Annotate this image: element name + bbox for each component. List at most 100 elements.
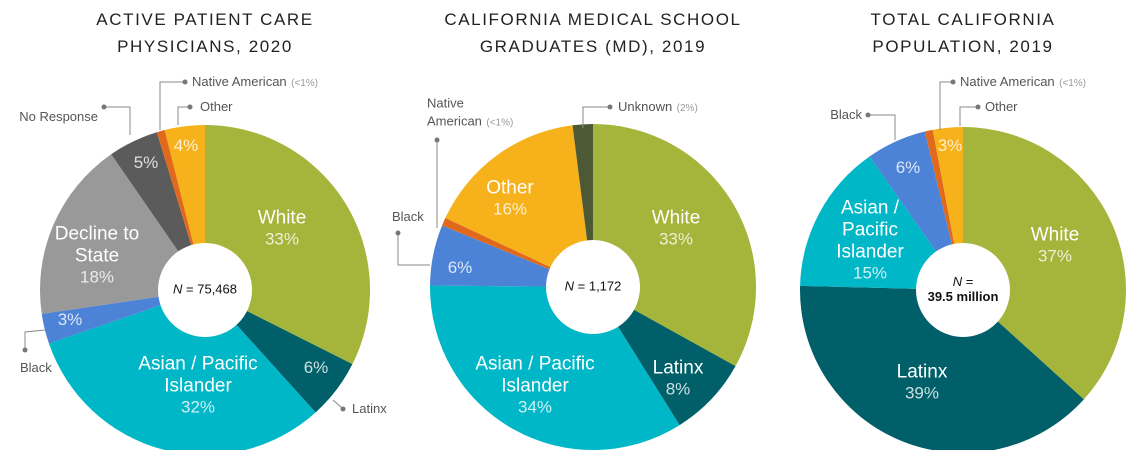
slice-value: 4%: [174, 136, 199, 156]
slice-value: 8%: [665, 379, 691, 399]
slice-value: 3%: [57, 310, 83, 330]
slice-label: Asian / Pacific Islander 34%: [450, 353, 620, 416]
slice-name: Native American: [192, 73, 287, 89]
leader-line: [397, 233, 430, 266]
slice-value: 33%: [264, 229, 300, 249]
slice-value: 6%: [303, 358, 329, 378]
slice-name: Asian / Pacific Islander: [138, 353, 258, 397]
slice-value: 37%: [1037, 246, 1073, 266]
leader-dot: [434, 137, 440, 143]
slice-label: Native American (<1%): [192, 73, 318, 91]
slice-value: 15%: [852, 262, 888, 282]
slice-name: No Response: [18, 108, 98, 126]
slice-name: Latinx: [652, 357, 704, 379]
slice-name: White: [1030, 224, 1080, 246]
pie-slice: [800, 156, 963, 290]
leader-dot: [340, 406, 346, 412]
pie-slice: [593, 287, 736, 426]
slice-value: 6%: [896, 158, 921, 178]
n-symbol: N: [173, 281, 183, 297]
slice-name: Other: [486, 177, 534, 199]
slice-value: 6%: [447, 258, 473, 278]
chart-title: ACTIVE PATIENT CARE PHYSICIANS, 2020: [96, 10, 314, 56]
slice-name: White: [651, 207, 701, 229]
n-symbol: N: [952, 274, 963, 290]
leader-dot: [187, 104, 193, 110]
slice-name: Black: [392, 208, 424, 226]
slice-label: Asian / Pacific Islander 32%: [113, 353, 283, 416]
pie-slice: [445, 125, 593, 287]
slice-value: (<1%): [486, 118, 514, 129]
slice-name: Unknown: [618, 98, 673, 114]
slice-label: Decline to State 18%: [47, 223, 147, 286]
slice-value: 6%: [895, 158, 921, 178]
leader-line: [177, 106, 190, 125]
slice-name: Latinx: [352, 400, 387, 416]
slice-value: 3%: [938, 136, 963, 156]
n-equals: =: [577, 278, 586, 294]
n-equals: =: [186, 281, 194, 297]
leader-dot: [22, 347, 28, 353]
slice-name: Black: [392, 208, 424, 224]
slice-name: Latinx: [352, 400, 387, 418]
slice-name: Other: [200, 98, 233, 114]
pie-slice: [205, 290, 353, 413]
n-value: 1,172: [588, 278, 622, 294]
slice-value: (<1%): [1059, 77, 1087, 89]
slice-name: No Response: [19, 108, 98, 124]
slice-name: Other: [200, 98, 233, 116]
slice-value: 34%: [517, 397, 553, 417]
donut-hole: [546, 240, 640, 334]
slice-value: 3%: [58, 310, 83, 330]
slice-value: 6%: [304, 358, 329, 378]
slice-name: Black: [830, 106, 862, 124]
slice-value: 18%: [79, 267, 115, 287]
leader-dot: [101, 104, 107, 110]
donut-hole: [158, 243, 252, 337]
leader-line: [159, 81, 185, 130]
leader-line: [868, 114, 896, 140]
leader-dot: [950, 79, 956, 85]
center-label: N = 1,172: [564, 278, 622, 295]
leader-dot: [182, 79, 188, 85]
slice-name: Native American: [960, 73, 1055, 89]
leader-dot: [607, 104, 613, 110]
slice-value: 6%: [448, 258, 473, 278]
slice-value: 4%: [173, 136, 199, 156]
slice-name: Decline to State: [54, 223, 140, 267]
leader-line: [959, 106, 978, 126]
leader-dot: [865, 112, 871, 118]
slice-value: 3%: [937, 136, 963, 156]
n-symbol: N: [564, 278, 574, 294]
leader-line: [104, 106, 131, 135]
pie-slice: [48, 290, 316, 450]
slice-value: 39%: [904, 383, 940, 403]
n-value: 39.5 million: [927, 289, 999, 304]
slice-name: Other: [985, 98, 1018, 116]
slice-value: 16%: [492, 199, 528, 219]
slice-name: White: [257, 207, 307, 229]
slice-name: Native American: [427, 95, 482, 129]
slice-label: White 33%: [258, 207, 307, 248]
slice-value: 5%: [133, 153, 159, 173]
donut-hole: [916, 243, 1010, 337]
chart-title: CALIFORNIA MEDICAL SCHOOL GRADUATES (MD)…: [444, 10, 742, 56]
slice-name: Asian / Pacific Islander: [475, 353, 595, 397]
slice-name: Latinx: [896, 361, 948, 383]
slice-label: White 33%: [652, 207, 701, 248]
slice-value: 33%: [658, 229, 694, 249]
center-label: N = 75,468: [173, 281, 237, 298]
slice-value: 32%: [180, 397, 216, 417]
slice-label: Other 16%: [486, 177, 534, 218]
slice-name: Black: [20, 359, 52, 377]
slice-name: Asian / Pacific Islander: [836, 197, 904, 263]
slice-label: Native American (<1%): [960, 73, 1086, 91]
slice-label: Asian / Pacific Islander 15%: [828, 197, 913, 282]
slice-name: Black: [20, 359, 52, 375]
slice-value: 5%: [134, 153, 159, 173]
center-label: N = 39.5 million: [927, 274, 999, 305]
slice-label: Unknown (2%): [618, 98, 698, 116]
leader-line: [582, 106, 610, 128]
leader-dot: [975, 104, 981, 110]
